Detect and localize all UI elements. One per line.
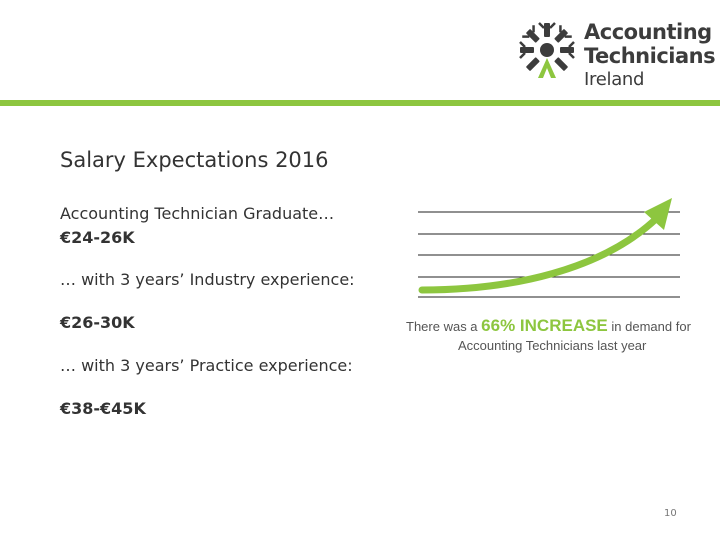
logo-line-2: Technicians — [584, 44, 716, 68]
page-number: 10 — [664, 508, 677, 519]
rising-arrow-graphic — [402, 190, 702, 360]
logo: Accounting Technicians Ireland — [516, 14, 716, 90]
logo-line-3: Ireland — [584, 69, 645, 90]
caption-highlight: 66% INCREASE — [481, 316, 608, 335]
item-2-label: … with 3 years’ Industry experience: — [60, 270, 355, 289]
item-3-value: €38-€45K — [60, 399, 146, 418]
accent-bar — [0, 100, 720, 106]
logo-line-1: Accounting — [584, 20, 712, 44]
caption-prefix: There was a — [406, 319, 478, 334]
item-1-value: €24-26K — [60, 228, 135, 247]
graphic-caption-line-2: Accounting Technicians last year — [458, 338, 647, 353]
rising-arrow-icon — [418, 198, 680, 298]
slide-title: Salary Expectations 2016 — [60, 148, 329, 172]
item-1-label: Accounting Technician Graduate… — [60, 204, 335, 223]
item-3-label: … with 3 years’ Practice experience: — [60, 356, 353, 375]
snowflake-emblem-icon — [519, 22, 575, 78]
graphic-caption-line-1: There was a 66% INCREASE in demand for — [406, 316, 691, 336]
caption-suffix: in demand for — [611, 319, 691, 334]
item-2-value: €26-30K — [60, 313, 135, 332]
